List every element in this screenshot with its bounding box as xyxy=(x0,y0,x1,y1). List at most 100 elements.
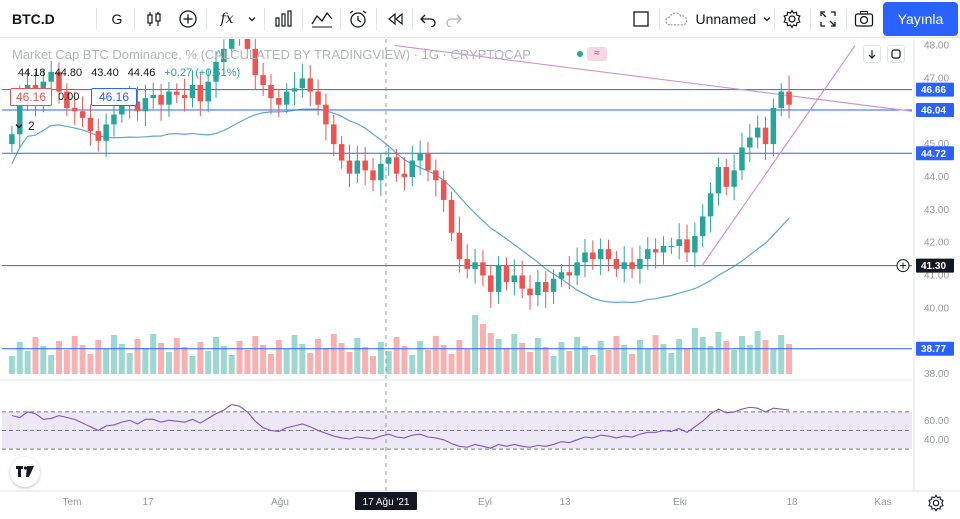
candle-body[interactable] xyxy=(370,170,376,181)
candle-body[interactable] xyxy=(189,84,196,99)
candle-body[interactable] xyxy=(291,88,298,92)
candle-body[interactable] xyxy=(692,236,698,253)
candle-body[interactable] xyxy=(393,157,400,174)
candle-body[interactable] xyxy=(519,275,525,289)
candle-body[interactable] xyxy=(315,91,321,105)
candle-body[interactable] xyxy=(527,288,533,296)
alert-button[interactable] xyxy=(344,2,372,36)
candle-body[interactable] xyxy=(150,94,156,99)
candle-body[interactable] xyxy=(205,81,211,102)
candle-body[interactable] xyxy=(707,193,714,217)
candle-body[interactable] xyxy=(542,282,549,292)
candle-body[interactable] xyxy=(629,262,635,269)
tradingview-logo[interactable] xyxy=(10,457,40,487)
candle-body[interactable] xyxy=(495,265,502,292)
candle-body[interactable] xyxy=(739,147,745,171)
indicators-dropdown-button[interactable] xyxy=(244,2,260,36)
snapshot-button[interactable] xyxy=(850,2,878,36)
candle-body[interactable] xyxy=(378,163,384,181)
chart-canvas[interactable]: 48.0047.0046.0045.0044.0043.0042.0041.00… xyxy=(0,39,960,519)
buy-price-box[interactable]: 46.16 xyxy=(91,88,137,106)
candle-body[interactable] xyxy=(440,180,447,200)
trend-line-resistance[interactable] xyxy=(394,44,913,112)
add-indicator-button[interactable] xyxy=(174,2,202,36)
candle-body[interactable] xyxy=(652,249,659,253)
data-badge[interactable]: ≈ xyxy=(587,47,607,61)
candle-body[interactable] xyxy=(181,94,188,99)
move-pane-down-button[interactable] xyxy=(863,45,881,63)
candle-body[interactable] xyxy=(174,91,180,95)
financials-button[interactable] xyxy=(270,2,298,36)
candle-body[interactable] xyxy=(550,278,557,292)
candle-body[interactable] xyxy=(464,259,470,269)
candle-body[interactable] xyxy=(346,160,353,174)
candle-body[interactable] xyxy=(354,160,361,174)
candle-body[interactable] xyxy=(715,167,722,194)
candle-body[interactable] xyxy=(503,265,510,283)
candle-body[interactable] xyxy=(331,124,337,145)
candle-body[interactable] xyxy=(417,153,423,161)
candle-body[interactable] xyxy=(754,127,761,138)
candle-body[interactable] xyxy=(260,75,266,85)
candle-body[interactable] xyxy=(134,101,141,112)
candle-body[interactable] xyxy=(166,91,172,105)
candle-body[interactable] xyxy=(684,239,690,253)
price-tag[interactable] xyxy=(916,102,954,117)
layout-name-button[interactable]: Unnamed xyxy=(664,2,772,36)
candle-body[interactable] xyxy=(778,91,784,108)
candle-body[interactable] xyxy=(582,252,588,263)
replay-button[interactable] xyxy=(382,2,410,36)
candle-body[interactable] xyxy=(668,245,675,247)
candle-body[interactable] xyxy=(472,262,478,269)
chart-area[interactable]: 48.0047.0046.0045.0044.0043.0042.0041.00… xyxy=(0,39,960,519)
candle-body[interactable] xyxy=(307,78,313,92)
candle-body[interactable] xyxy=(221,48,227,62)
candle-body[interactable] xyxy=(558,272,565,279)
candle-body[interactable] xyxy=(786,91,792,105)
candle-body[interactable] xyxy=(385,157,392,164)
candle-body[interactable] xyxy=(323,104,329,125)
undo-button[interactable] xyxy=(416,2,440,36)
candle-body[interactable] xyxy=(228,39,235,49)
price-tag[interactable] xyxy=(916,341,954,356)
candle-body[interactable] xyxy=(770,107,777,145)
indicators-button[interactable]: fx xyxy=(214,2,240,36)
candle-body[interactable] xyxy=(158,94,164,105)
candle-body[interactable] xyxy=(362,160,368,171)
interval-button[interactable]: G xyxy=(104,2,130,36)
maximize-pane-button[interactable] xyxy=(887,45,905,63)
candle-body[interactable] xyxy=(276,98,282,105)
candle-body[interactable] xyxy=(425,153,431,171)
price-tag[interactable] xyxy=(916,146,954,161)
settings-button[interactable] xyxy=(778,2,806,36)
candle-body[interactable] xyxy=(111,114,117,125)
price-tag[interactable] xyxy=(916,258,954,273)
candle-body[interactable] xyxy=(762,127,769,145)
candle-body[interactable] xyxy=(56,71,62,92)
candle-body[interactable] xyxy=(488,275,494,292)
candle-body[interactable] xyxy=(87,117,94,131)
indicators-toggle[interactable]: 2 xyxy=(14,119,35,133)
candle-body[interactable] xyxy=(448,199,455,233)
candle-body[interactable] xyxy=(597,249,604,260)
candle-body[interactable] xyxy=(566,272,573,276)
templates-button[interactable] xyxy=(308,2,336,36)
candle-body[interactable] xyxy=(456,232,463,260)
candle-body[interactable] xyxy=(299,78,306,89)
candle-body[interactable] xyxy=(197,84,204,102)
candle-body[interactable] xyxy=(71,107,78,112)
candle-body[interactable] xyxy=(605,249,612,260)
candle-body[interactable] xyxy=(613,259,620,269)
candle-body[interactable] xyxy=(252,48,259,76)
candle-body[interactable] xyxy=(660,245,667,253)
candle-body[interactable] xyxy=(676,239,682,246)
candle-body[interactable] xyxy=(621,262,627,269)
chart-type-button[interactable] xyxy=(140,2,168,36)
trend-line-support[interactable] xyxy=(701,45,856,266)
candle-body[interactable] xyxy=(535,282,541,296)
candle-body[interactable] xyxy=(79,111,86,118)
candle-body[interactable] xyxy=(244,39,251,49)
symbol-search-button[interactable]: BTC.D xyxy=(6,2,66,36)
candle-body[interactable] xyxy=(409,160,416,177)
sell-price-box[interactable]: 46.16 xyxy=(10,88,52,106)
